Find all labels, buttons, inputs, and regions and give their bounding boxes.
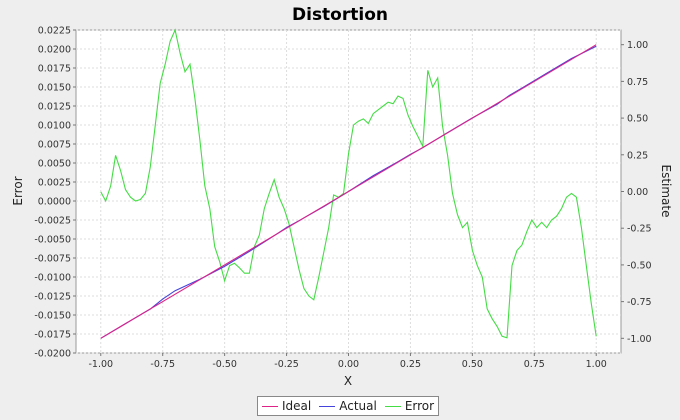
left-axis-ticks: -0.0200 -0.0175 -0.0150 -0.0125 -0.0100 -0.00… — [34, 26, 76, 360]
left-tick-label: -0.0075 — [34, 254, 71, 265]
left-tick-label: -0.0200 — [34, 349, 71, 360]
left-tick-label: 0.0100 — [38, 121, 71, 132]
legend-item-actual: Actual — [319, 399, 377, 413]
left-tick-label: -0.0100 — [34, 273, 71, 284]
left-tick-label: 0.0200 — [38, 45, 71, 56]
left-tick-label: -0.0150 — [34, 311, 71, 322]
legend-swatch — [384, 405, 401, 407]
x-tick-label: -0.25 — [274, 359, 299, 370]
right-tick-label: -1.00 — [627, 334, 652, 345]
left-axis-title: Error — [11, 176, 25, 205]
x-axis-title: X — [344, 374, 352, 388]
x-tick-label: 0.25 — [400, 359, 421, 370]
left-tick-label: 0.0150 — [38, 83, 71, 94]
left-tick-label: 0.0025 — [38, 178, 71, 189]
left-tick-label: 0.0175 — [38, 64, 71, 75]
x-axis-ticks: -1.00 -0.75 -0.50 -0.25 0.00 0.25 0.50 0.75 1.00 — [88, 353, 607, 370]
right-tick-label: -0.25 — [627, 224, 652, 235]
right-axis-title: Estimate — [659, 164, 673, 217]
legend-swatch — [262, 405, 278, 407]
x-tick-label: 0.75 — [524, 359, 545, 370]
left-tick-label: 0.0225 — [38, 26, 71, 37]
right-axis-ticks: -1.00 -0.75 -0.50 -0.25 0.00 0.25 0.50 0.75 1.00 — [621, 40, 652, 345]
chart-title: Distortion — [292, 5, 388, 25]
left-tick-label: 0.0075 — [38, 140, 71, 151]
x-tick-label: -1.00 — [88, 359, 113, 370]
right-tick-label: -0.75 — [627, 297, 652, 308]
right-tick-label: 1.00 — [627, 40, 648, 51]
left-tick-label: 0.0125 — [38, 102, 71, 113]
legend-label: Actual — [339, 399, 377, 413]
left-tick-label: 0.0050 — [38, 159, 71, 170]
legend: Ideal Actual Error — [257, 396, 440, 416]
series-line-ideal — [100, 44, 597, 339]
left-tick-label: -0.0025 — [34, 216, 71, 227]
left-tick-label: -0.0175 — [34, 330, 71, 341]
right-tick-label: 0.25 — [627, 150, 648, 161]
right-tick-label: -0.50 — [627, 260, 652, 271]
right-tick-label: 0.75 — [627, 77, 648, 88]
legend-label: Error — [404, 399, 435, 413]
x-tick-label: -0.50 — [212, 359, 237, 370]
legend-swatch — [319, 405, 336, 407]
legend-label: Ideal — [282, 399, 312, 413]
x-tick-label: 0.50 — [462, 359, 483, 370]
left-tick-label: -0.0125 — [34, 292, 71, 303]
left-tick-label: -0.0050 — [34, 235, 71, 246]
legend-item-ideal: Ideal — [262, 399, 311, 413]
left-tick-label: 0.0000 — [38, 197, 71, 208]
right-tick-label: 0.50 — [627, 114, 648, 125]
x-tick-label: -0.75 — [150, 359, 175, 370]
x-tick-label: 1.00 — [586, 359, 607, 370]
right-tick-label: 0.00 — [627, 187, 648, 198]
series-lines — [100, 28, 597, 339]
x-tick-label: 0.00 — [338, 359, 359, 370]
legend-item-error: Error — [384, 399, 435, 413]
series-line-error — [100, 28, 597, 339]
